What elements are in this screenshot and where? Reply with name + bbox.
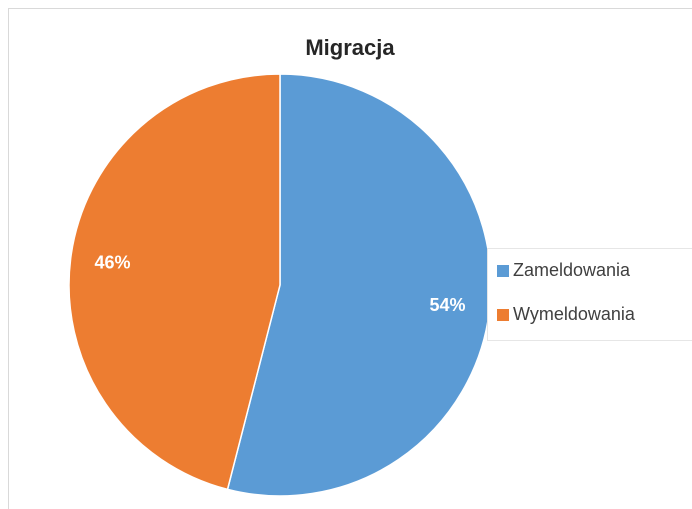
legend-label: Zameldowania <box>513 260 631 280</box>
legend-label: Wymeldowania <box>513 304 636 324</box>
chart-title: Migracja <box>305 35 395 60</box>
pie <box>68 73 492 497</box>
legend-swatch <box>497 265 509 277</box>
legend-swatch <box>497 309 509 321</box>
data-label: 54% <box>429 295 465 315</box>
pie-slice <box>68 73 281 491</box>
data-label: 46% <box>95 253 131 273</box>
legend-box <box>487 248 692 341</box>
